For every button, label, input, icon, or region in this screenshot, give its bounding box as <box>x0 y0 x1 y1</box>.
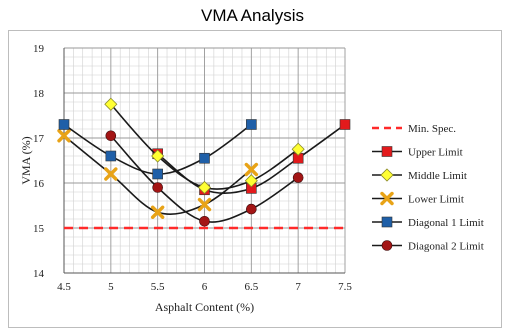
legend-label: Min. Spec. <box>408 123 456 135</box>
data-point-diagonal-2-limit <box>292 172 304 183</box>
y-tick-label: 18 <box>33 88 45 100</box>
legend-label: Diagonal 1 Limit <box>408 217 484 229</box>
data-point-lower-limit <box>244 162 259 177</box>
x-tick-label: 7 <box>295 281 301 293</box>
legend-item-diagonal-1-limit: Diagonal 1 Limit <box>372 216 484 229</box>
legend-item-diagonal-2-limit: Diagonal 2 Limit <box>372 240 484 253</box>
legend-marker <box>381 240 393 251</box>
data-point-middle-limit <box>104 97 118 111</box>
data-point-upper-limit <box>339 119 351 130</box>
series-diagonal-1-limit <box>58 119 257 180</box>
y-axis-title: VMA (%) <box>19 136 33 184</box>
series-middle-limit <box>104 97 305 195</box>
y-tick-label: 15 <box>33 223 45 235</box>
data-point-diagonal-2-limit <box>105 130 117 142</box>
series-layer <box>57 97 351 230</box>
data-point-middle-limit <box>197 180 212 195</box>
legend-item-middle-limit: Middle Limit <box>372 168 467 182</box>
x-marker-stroke <box>197 197 212 212</box>
x-tick-label: 6.5 <box>244 281 258 293</box>
y-tick-label: 19 <box>33 43 45 55</box>
series-lower-limit <box>57 129 259 219</box>
data-point-middle-limit <box>151 149 165 163</box>
y-tick-label: 17 <box>33 133 45 145</box>
data-point-lower-limit <box>57 129 71 143</box>
x-tick-label: 5.5 <box>151 281 165 293</box>
legend-marker <box>380 191 394 206</box>
data-point-diagonal-1-limit <box>58 119 70 130</box>
x-marker-stroke <box>150 205 165 219</box>
data-point-lower-limit <box>104 167 118 181</box>
x-axis-title: Asphalt Content (%) <box>155 300 254 314</box>
data-point-diagonal-1-limit <box>152 168 163 180</box>
x-marker-stroke <box>380 191 394 206</box>
chart-frame <box>8 30 502 328</box>
x-tick-label: 4.5 <box>57 281 71 293</box>
x-marker-stroke <box>104 167 118 181</box>
data-point-diagonal-1-limit <box>246 119 257 130</box>
x-marker-stroke <box>244 162 259 177</box>
legend-marker <box>380 168 394 182</box>
x-tick-label: 5 <box>108 281 114 293</box>
legend-label: Middle Limit <box>408 170 467 182</box>
legend-label: Lower Limit <box>408 194 464 206</box>
data-point-middle-limit <box>291 142 305 156</box>
x-tick-label: 7.5 <box>338 281 352 293</box>
x-tick-label: 6 <box>202 281 208 293</box>
data-point-diagonal-2-limit <box>152 182 163 193</box>
legend-marker <box>381 146 393 157</box>
series-diagonal-2-limit <box>105 130 304 227</box>
legend-item-min-spec: Min. Spec. <box>372 123 456 135</box>
x-marker-stroke <box>57 129 71 143</box>
y-tick-label: 16 <box>33 178 45 190</box>
data-point-diagonal-2-limit <box>246 203 257 215</box>
data-point-diagonal-1-limit <box>105 150 117 162</box>
axis-layer: 4.5 5 5.5 6 6.5 7 7.5 14 15 16 17 18 19 <box>33 43 352 293</box>
data-point-lower-limit <box>197 197 212 212</box>
data-point-lower-limit <box>150 205 165 219</box>
legend: Min. Spec. Upper Limit Middle Limit Lower L… <box>372 123 484 253</box>
legend-item-upper-limit: Upper Limit <box>372 146 463 159</box>
legend-marker <box>381 216 393 228</box>
data-point-middle-limit <box>244 174 258 188</box>
legend-label: Diagonal 2 Limit <box>408 241 484 253</box>
legend-item-lower-limit: Lower Limit <box>372 191 464 206</box>
data-point-diagonal-2-limit <box>199 215 210 227</box>
page-title: VMA Analysis <box>201 6 304 25</box>
y-tick-label: 14 <box>33 268 45 280</box>
legend-label: Upper Limit <box>408 147 463 159</box>
data-point-diagonal-1-limit <box>199 152 210 164</box>
